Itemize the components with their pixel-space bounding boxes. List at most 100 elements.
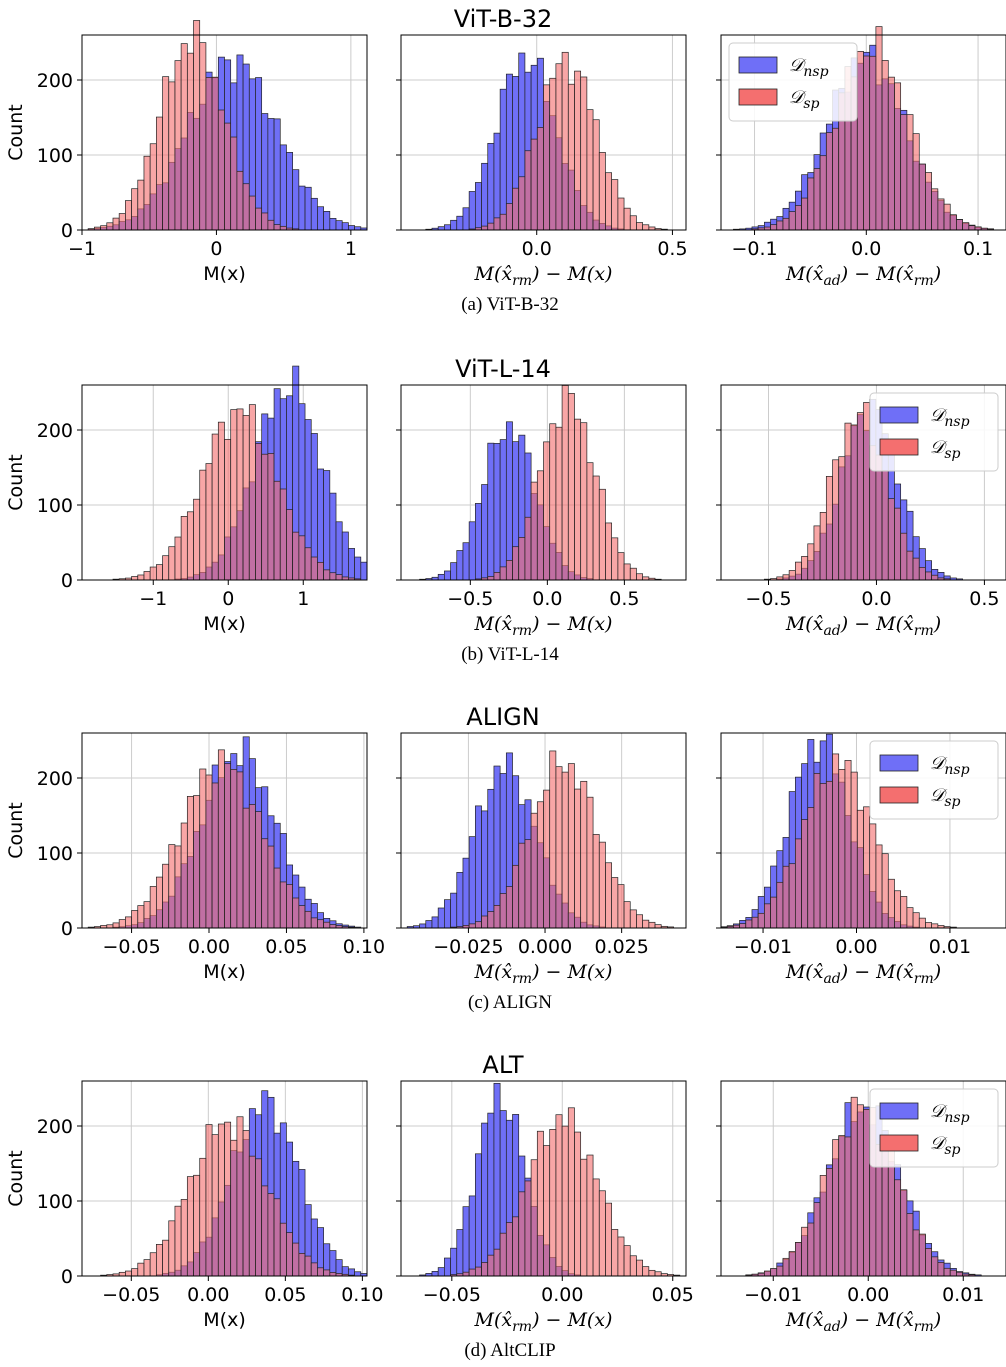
bar-sp (832, 1139, 840, 1277)
subplot-3-1: −0.05 0.00 0.05 M(x̂rm) − M(x) (396, 1080, 694, 1335)
bar-sp (918, 917, 926, 929)
bar-sp (968, 225, 976, 231)
bar-nsp (468, 1195, 476, 1277)
legend-label-sp: 𝒟sp (930, 1133, 961, 1158)
y-tick-label: 200 (37, 70, 73, 92)
group-title: ALT (482, 1051, 523, 1079)
bar-nsp (261, 113, 269, 231)
bar-sp (310, 917, 318, 929)
bar-sp (788, 570, 796, 581)
bar-sp (801, 556, 809, 581)
bar-sp (242, 415, 250, 581)
bar-sp (462, 1271, 470, 1277)
bar-sp (487, 222, 495, 231)
bar-sp (592, 834, 600, 929)
bar-sp (776, 220, 784, 231)
bar-sp (255, 207, 263, 231)
bar-sp (493, 1248, 501, 1277)
bar-sp (894, 1179, 902, 1277)
bar-sp (623, 901, 631, 929)
bar-sp (236, 1116, 244, 1277)
bar-sp (193, 1174, 201, 1277)
bar-sp (844, 1136, 852, 1277)
bar-sp (255, 443, 263, 581)
bar-sp (794, 1242, 802, 1277)
bar-sp (764, 1270, 771, 1277)
bar-nsp (286, 152, 294, 231)
bar-sp (137, 905, 145, 929)
bar-sp (267, 219, 275, 231)
bar-sp (850, 424, 858, 581)
bar-nsp (468, 836, 476, 929)
bar-sp (598, 488, 606, 581)
figure-group-3: ALT (d) AltCLIP 0 100 200 −0.05 0.00 0.05 0.10 M(… (5, 1051, 1006, 1361)
bar-sp (530, 138, 538, 231)
bar-sp (304, 1255, 312, 1277)
bar-sp (493, 572, 501, 581)
bar-nsp (456, 215, 464, 231)
bar-sp (261, 1185, 269, 1277)
bar-sp (788, 211, 796, 231)
bar-nsp (444, 570, 451, 581)
x-tick-label: 0.1 (963, 238, 993, 260)
bar-sp (574, 418, 582, 581)
bar-nsp (354, 556, 362, 581)
bar-sp (956, 219, 963, 231)
bar-sp (205, 463, 213, 581)
bar-sp (335, 574, 343, 581)
bar-sp (512, 864, 520, 929)
bar-sp (894, 507, 902, 581)
bar-nsp (437, 1267, 445, 1277)
bar-nsp (474, 182, 482, 231)
legend-label-nsp: 𝒟nsp (930, 405, 970, 430)
bar-nsp (341, 222, 349, 231)
bar-sp (505, 886, 513, 929)
axes-frame (400, 384, 687, 581)
bar-sp (949, 214, 957, 231)
bar-sp (931, 1256, 939, 1277)
bar-sp (143, 155, 151, 231)
bar-sp (199, 1157, 207, 1277)
bar-sp (912, 557, 920, 581)
subplot-2-2: −0.01 0.00 0.01 M(x̂ad) − M(x̂rm) 𝒟nsp 𝒟sp (716, 732, 1006, 987)
bar-sp (894, 82, 902, 231)
bar-nsp (487, 1112, 495, 1277)
bar-sp (286, 1232, 294, 1277)
legend-label-sp: 𝒟sp (930, 785, 961, 810)
bar-sp (499, 1232, 507, 1277)
x-tick-label: −0.05 (102, 1284, 160, 1306)
bar-nsp (474, 805, 482, 929)
bar-sp (654, 924, 662, 929)
bar-nsp (335, 220, 343, 231)
bar-sp (518, 1191, 526, 1277)
x-tick-label: 0.00 (847, 1284, 889, 1306)
bar-nsp (444, 1257, 451, 1277)
bar-sp (100, 225, 108, 231)
axes-frame (81, 384, 368, 581)
bar-sp (856, 809, 864, 929)
bar-sp (881, 470, 889, 581)
x-tick-label: 0.00 (187, 1284, 229, 1306)
bar-sp (149, 566, 157, 581)
bar-nsp (481, 1122, 489, 1277)
bar-sp (323, 569, 331, 581)
bar-sp (825, 132, 833, 231)
x-tick-label: 0.01 (942, 1284, 984, 1306)
bar-sp (751, 916, 759, 929)
bar-sp (224, 122, 232, 231)
bar-sp (304, 547, 312, 581)
bar-sp (912, 912, 920, 929)
bar-sp (943, 203, 951, 231)
bar-sp (118, 919, 126, 929)
bar-sp (794, 205, 802, 231)
bar-sp (549, 77, 557, 231)
bar-sp (298, 905, 306, 929)
bar-sp (782, 574, 790, 581)
bar-nsp (499, 88, 507, 231)
bar-sp (900, 1189, 908, 1277)
bar-sp (925, 571, 933, 581)
bar-sp (317, 919, 324, 929)
bar-sp (580, 422, 588, 581)
bar-sp (310, 556, 318, 581)
bar-nsp (323, 470, 331, 581)
